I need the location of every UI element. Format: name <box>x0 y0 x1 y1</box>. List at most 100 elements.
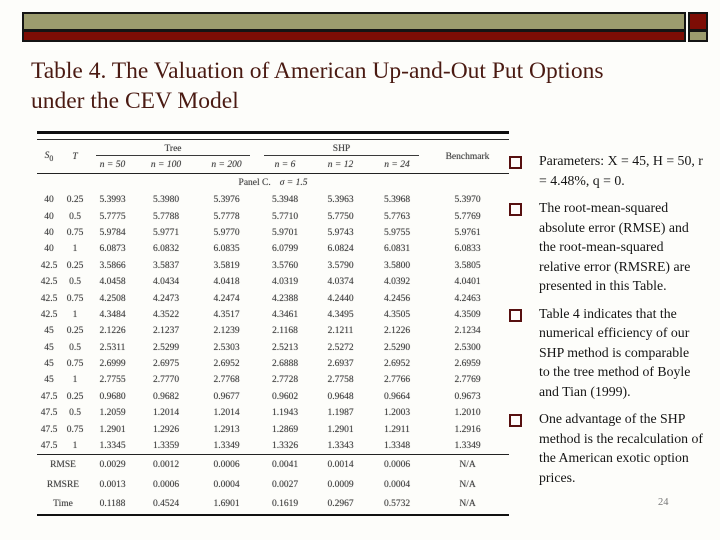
table-cell: 0.9680 <box>99 391 126 402</box>
table-summary-row: Time 0.1188 0.4524 1.6901 0.1619 0.2967 0.5732… <box>37 494 509 514</box>
table-cell: RMSRE <box>46 479 80 490</box>
table-cell: 5.7775 <box>99 211 126 222</box>
table-cell: 5.9771 <box>152 227 180 238</box>
square-bullet-icon <box>509 308 522 322</box>
table-cell: 2.1168 <box>272 326 298 337</box>
table-cell: 2.6959 <box>454 359 481 370</box>
table-cell: 2.1226 <box>383 326 411 337</box>
table-cell: 47.5 <box>40 424 58 435</box>
table-cell: 6.0799 <box>271 244 299 255</box>
table-cell: 2.5300 <box>454 342 481 353</box>
table-cell: 4.2456 <box>383 293 411 304</box>
table-cell: 0.0014 <box>327 460 354 470</box>
table-cell: 2.6937 <box>327 359 354 370</box>
table-cell: 2.1211 <box>327 326 354 337</box>
table-cell: 5.9784 <box>99 227 126 238</box>
table-cell: 2.1234 <box>454 326 481 337</box>
col-header-s0: S0 <box>44 150 54 163</box>
valuation-table: S0 T Tree SHP Benchmark n = 50 n = 100 n… <box>37 131 509 516</box>
table-row: 40 0.75 5.9784 5.9771 5.9770 5.9701 5.9743 5.97… <box>37 225 509 241</box>
table-cell: 1.3348 <box>383 441 411 452</box>
table-cell: 4.0434 <box>152 277 180 288</box>
table-cell: 4.3461 <box>271 309 299 320</box>
table-cell: 0.0006 <box>152 479 180 490</box>
table-cell: 2.5272 <box>327 342 354 353</box>
table-cell: 1.2003 <box>383 408 411 419</box>
table-row: 47.5 1 1.3345 1.3359 1.3349 1.3326 1.3343 1.334… <box>37 438 509 454</box>
table-cell: 1.3345 <box>99 441 126 452</box>
bullet-item: One advantage of the SHP method is the r… <box>506 409 720 487</box>
table-top-rule-thin <box>37 139 509 140</box>
table-cell: 2.6975 <box>152 359 180 370</box>
table-cell: 5.3980 <box>152 195 180 206</box>
table-cell: 1.3349 <box>454 441 481 452</box>
header-corner-square-olive <box>688 30 708 42</box>
slide-title: Table 4. The Valuation of American Up-an… <box>31 58 604 114</box>
table-cell: 0.0013 <box>99 479 126 490</box>
table-cell: 5.9755 <box>383 227 411 238</box>
table-cell: 0.9673 <box>454 391 481 402</box>
table-cell: 4.3505 <box>383 309 411 320</box>
header-bar-olive <box>22 12 686 31</box>
table-bottom-rule <box>37 513 509 516</box>
table-summary-row: RMSE 0.0029 0.0012 0.0006 0.0041 0.0014 0.0006… <box>37 455 509 475</box>
table-cell: 2.1237 <box>152 326 180 337</box>
table-cell: 1.2014 <box>152 408 180 419</box>
col-header-n200: n = 200 <box>211 159 242 170</box>
table-cell: 0.9664 <box>383 391 411 402</box>
table-cell: 0.5 <box>69 211 81 222</box>
col-header-n6: n = 6 <box>274 159 296 170</box>
col-header-benchmark: Benchmark <box>445 151 490 162</box>
table-cell: 4.0392 <box>383 277 411 288</box>
table-cell: 1.2901 <box>327 424 354 435</box>
table-cell: 3.5819 <box>213 260 240 271</box>
table-cell: 3.5837 <box>152 260 180 271</box>
table-cell: 2.7755 <box>99 375 126 386</box>
table-cell: 3.5866 <box>99 260 126 271</box>
table-row: 45 1 2.7755 2.7770 2.7768 2.7728 2.7758 2.7766 2… <box>37 372 509 388</box>
table-cell: 0.25 <box>66 326 84 337</box>
bullet-text: Table 4 indicates that the numerical eff… <box>539 305 691 399</box>
table-cell: 47.5 <box>40 391 58 402</box>
table-cell: 4.3509 <box>454 309 481 320</box>
table-cell: 42.5 <box>40 293 58 304</box>
table-cell: 6.0833 <box>454 244 481 255</box>
table-cell: 45 <box>44 326 54 337</box>
table-row: 45 0.25 2.1226 2.1237 2.1239 2.1168 2.1211 2.12… <box>37 323 509 339</box>
table-cell: 5.7763 <box>383 211 411 222</box>
bullet-item: The root-mean-squared absolute error (RM… <box>506 198 720 296</box>
table-cell: 1.3349 <box>213 441 240 452</box>
panel-sigma: σ = 1.5 <box>279 178 308 188</box>
table-cell: 0.0041 <box>271 460 299 470</box>
table-cell: 5.7788 <box>152 211 180 222</box>
table-cell: 5.9701 <box>271 227 299 238</box>
table-cell: 5.9743 <box>327 227 354 238</box>
table-cell: 1.2869 <box>271 424 299 435</box>
table-cell: 5.3993 <box>99 195 126 206</box>
table-cell: 5.7769 <box>454 211 481 222</box>
table-row: 40 1 6.0873 6.0832 6.0835 6.0799 6.0824 6.0831 6… <box>37 241 509 257</box>
table-cell: 1.3343 <box>327 441 354 452</box>
table-cell: 5.3963 <box>327 195 354 206</box>
table-cell: 4.3522 <box>152 309 180 320</box>
table-row: 40 0.25 5.3993 5.3980 5.3976 5.3948 5.3963 5.39… <box>37 192 509 208</box>
table-cell: 5.9770 <box>213 227 240 238</box>
table-cell: 45 <box>44 342 54 353</box>
table-cell: 2.6952 <box>383 359 411 370</box>
table-cell: 0.2967 <box>327 499 354 509</box>
table-cell: 4.0401 <box>454 277 481 288</box>
table-summary-rule <box>37 454 509 456</box>
table-cell: 0.0012 <box>152 460 180 470</box>
col-header-n50: n = 50 <box>99 159 126 170</box>
table-cell: N/A <box>459 479 476 490</box>
table-cell: 1.2901 <box>99 424 126 435</box>
table-cell: 0.25 <box>66 260 84 271</box>
square-bullet-icon <box>509 156 522 169</box>
table-cell: 40 <box>44 227 54 238</box>
table-cell: 4.0374 <box>327 277 354 288</box>
table-cell: 4.0319 <box>271 277 299 288</box>
table-cell: 2.6999 <box>99 359 126 370</box>
square-bullet-icon <box>509 414 522 427</box>
table-cell: 0.0027 <box>271 479 299 490</box>
table-cell: 0.75 <box>66 227 84 238</box>
